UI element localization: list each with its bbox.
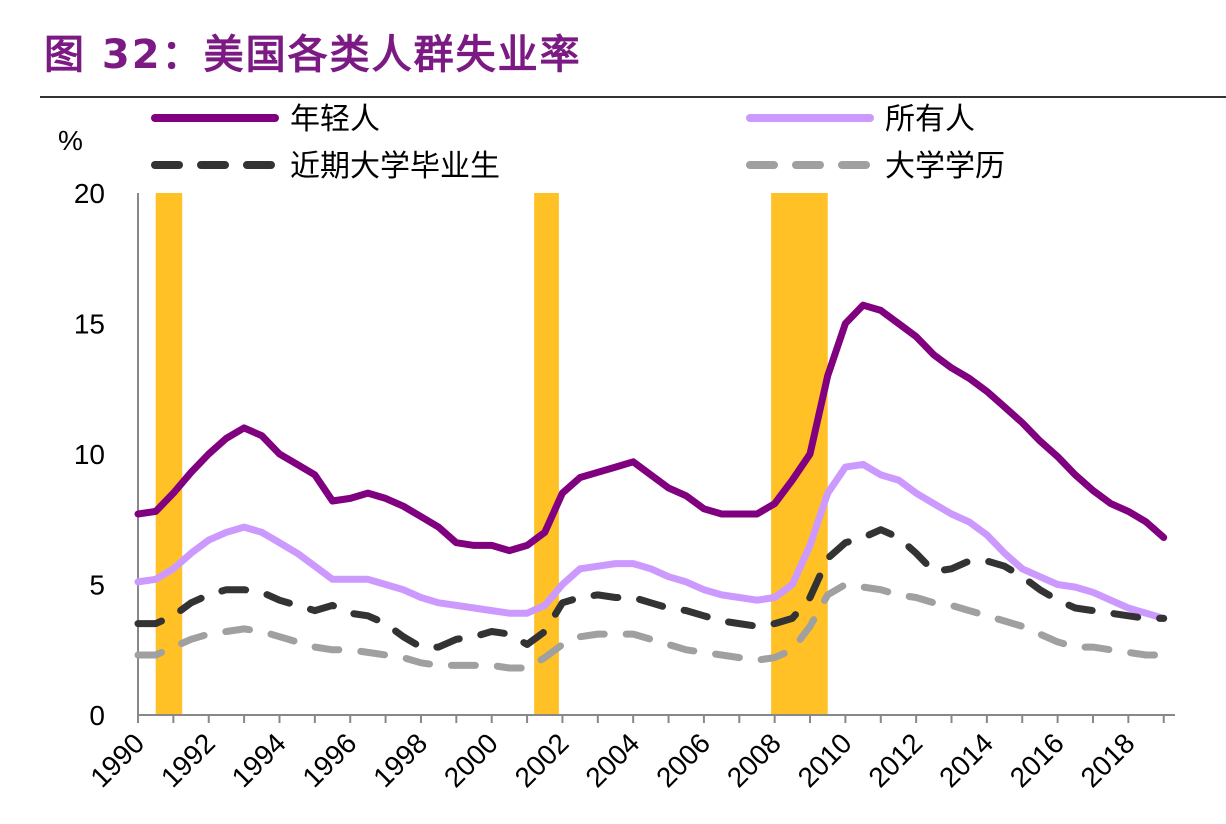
x-tick-label: 1992 [155,727,221,793]
legend-label: 所有人 [885,102,975,137]
y-tick-label: 15 [74,309,105,340]
series-line [134,460,1168,622]
x-tick-label: 1994 [226,727,292,793]
x-tick-label: 2018 [1075,727,1141,793]
y-tick-label: 20 [74,178,105,209]
y-tick-label: 0 [89,700,105,731]
series-line [134,526,1168,651]
x-tick-label: 1990 [84,727,150,793]
series-line [134,581,1168,672]
x-tick-label: 2004 [579,727,645,793]
figure-title: 图 32：美国各类人群失业率 [44,32,582,78]
recession-bands [155,193,828,715]
recession-band [534,193,559,715]
axes: 0 5 10 15 20 1990 1992 1994 1996 1998 2000 2002 2004… [74,178,1175,793]
y-axis-unit: % [58,125,83,156]
recession-band [155,193,183,715]
legend-label: 近期大学毕业生 [290,149,500,184]
legend-label: 大学学历 [885,149,1005,184]
x-tick-label: 2006 [650,727,716,793]
x-tick-label: 1996 [296,727,362,793]
x-tick-label: 2012 [862,727,928,793]
recession-band [771,193,828,715]
series-line [134,301,1168,555]
x-tick-label: 2000 [438,727,504,793]
x-tick-label: 2016 [1004,727,1070,793]
x-tick-label: 2002 [509,727,575,793]
y-tick-label: 5 [89,570,105,601]
x-tick-label: 2008 [721,727,787,793]
y-tick-label: 10 [74,439,105,470]
title-divider [40,96,1226,98]
x-tick-label: 2014 [933,727,999,793]
x-tick-label: 1998 [367,727,433,793]
x-tick-label: 2010 [792,727,858,793]
series-lines [134,301,1168,672]
legend-label: 年轻人 [290,102,380,137]
